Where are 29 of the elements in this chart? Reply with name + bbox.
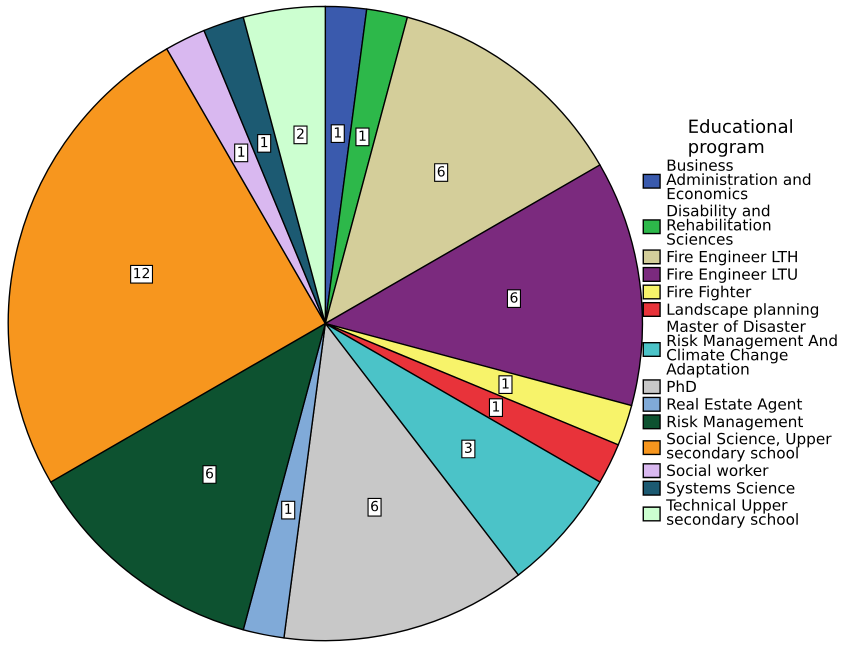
legend-label: Technical Upper secondary school	[666, 498, 798, 528]
legend-label: Landscape planning	[668, 303, 818, 318]
legend-title: Educational program	[689, 119, 792, 157]
data-label: 3	[465, 442, 472, 453]
data-label: 2	[297, 128, 304, 139]
legend-label: Social worker	[667, 464, 768, 476]
data-label: 6	[206, 468, 214, 478]
data-label: 6	[371, 500, 378, 512]
legend-label: Fire Engineer LTU	[668, 268, 797, 283]
data-label: 1	[493, 401, 500, 412]
legend-label: Risk Management	[668, 415, 803, 430]
legend-label: Business Administration and Economics	[666, 159, 810, 200]
legend-label: Social Science, Upper secondary school	[667, 432, 832, 462]
data-label: 1	[360, 130, 366, 141]
data-label: 1	[238, 146, 244, 157]
legend-label: Fire Fighter	[668, 286, 752, 300]
data-label: 1	[285, 504, 292, 514]
data-label: 1	[334, 127, 341, 138]
legend-label: Real Estate Agent	[668, 398, 802, 413]
data-label: 6	[510, 292, 518, 303]
data-label: 1	[502, 378, 509, 388]
data-label: 12	[134, 268, 149, 278]
legend-label: PhD	[668, 380, 696, 392]
legend-label: Systems Science	[667, 482, 794, 497]
legend-label: Disability and Rehabilitation Sciences	[667, 204, 770, 245]
data-label: 1	[261, 137, 268, 148]
data-label: 6	[438, 166, 445, 177]
legend-label: Master of Disaster Risk Management And Climate Change Adaptation	[666, 320, 837, 378]
legend-label: Fire Engineer LTH	[668, 250, 797, 266]
